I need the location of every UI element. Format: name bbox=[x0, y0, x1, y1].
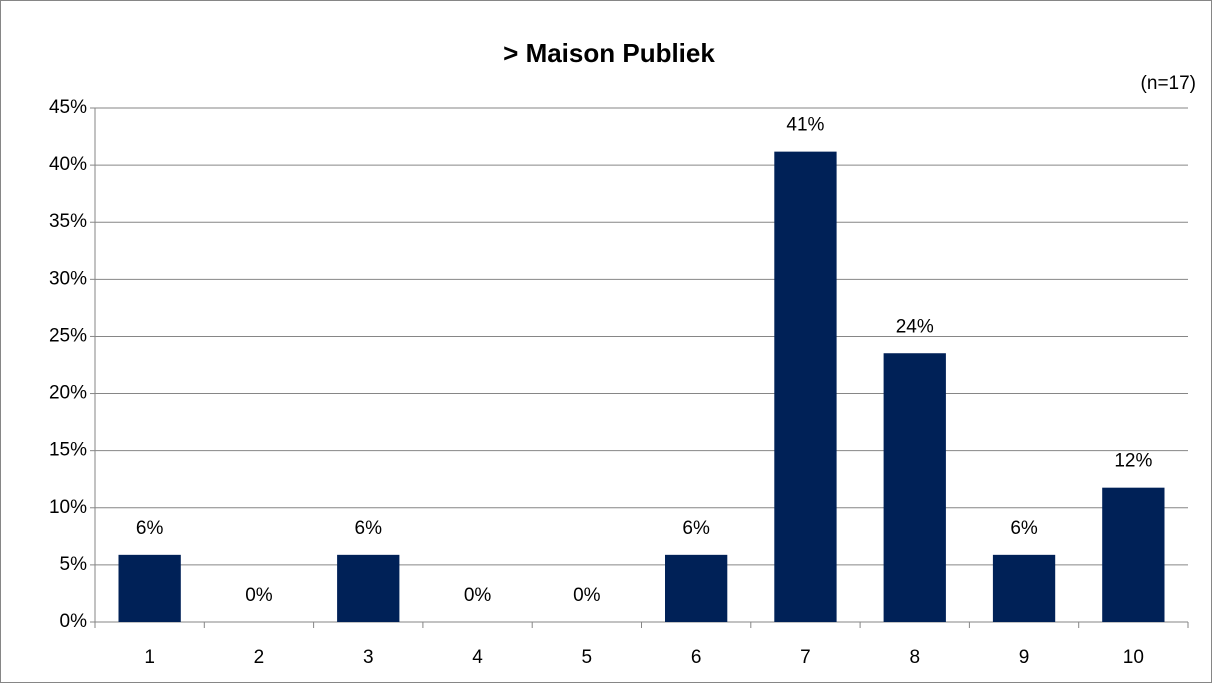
y-tick-label: 40% bbox=[49, 154, 87, 175]
bar bbox=[883, 353, 946, 622]
y-tick-label: 10% bbox=[49, 497, 87, 518]
x-tick-label: 1 bbox=[144, 647, 155, 668]
x-tick-label: 10 bbox=[1123, 647, 1144, 668]
value-label: 24% bbox=[896, 316, 934, 337]
x-tick-label: 9 bbox=[1019, 647, 1030, 668]
x-tick-label: 5 bbox=[582, 647, 593, 668]
bar bbox=[664, 554, 728, 622]
x-tick-label: 6 bbox=[691, 647, 702, 668]
x-tick-label: 7 bbox=[800, 647, 811, 668]
bar bbox=[1102, 487, 1165, 622]
value-label: 6% bbox=[136, 518, 164, 539]
y-tick-label: 0% bbox=[60, 611, 88, 632]
y-tick-label: 45% bbox=[49, 97, 87, 118]
value-label: 0% bbox=[573, 585, 601, 606]
y-tick-label: 30% bbox=[49, 268, 87, 289]
value-label: 0% bbox=[245, 585, 273, 606]
y-tick-label: 25% bbox=[49, 325, 87, 346]
x-tick-label: 8 bbox=[909, 647, 920, 668]
y-tick-label: 5% bbox=[60, 554, 88, 575]
bar bbox=[337, 554, 400, 622]
x-tick-label: 4 bbox=[472, 647, 483, 668]
y-tick-label: 20% bbox=[49, 383, 87, 404]
bar bbox=[992, 554, 1056, 622]
y-tick-label: 15% bbox=[49, 440, 87, 461]
x-tick-label: 2 bbox=[254, 647, 265, 668]
bar bbox=[118, 554, 181, 622]
value-label: 41% bbox=[786, 115, 824, 136]
x-tick-label: 3 bbox=[363, 647, 374, 668]
bar bbox=[774, 151, 837, 623]
value-label: 0% bbox=[464, 585, 492, 606]
chart-subtitle: (n=17) bbox=[1141, 73, 1196, 94]
value-label: 6% bbox=[682, 518, 710, 539]
value-label: 6% bbox=[355, 518, 383, 539]
value-label: 12% bbox=[1114, 451, 1152, 472]
y-tick-label: 35% bbox=[49, 211, 87, 232]
value-label: 6% bbox=[1010, 518, 1038, 539]
chart-title: > Maison Publiek bbox=[503, 38, 715, 68]
